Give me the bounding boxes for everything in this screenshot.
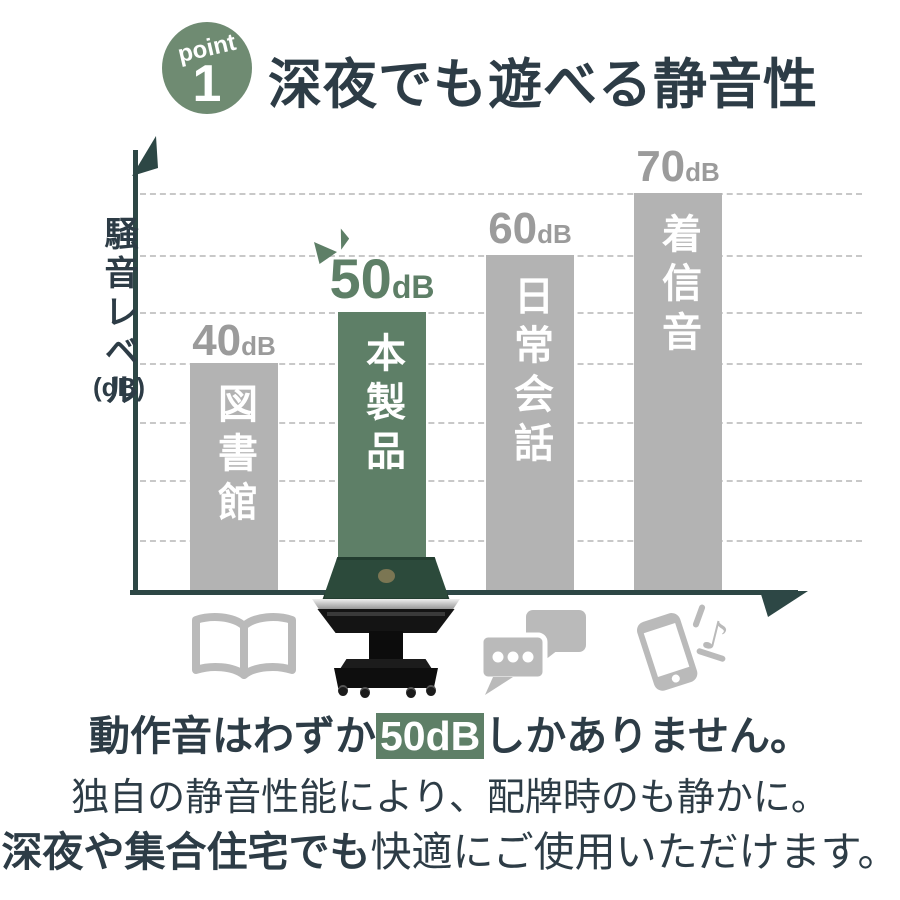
bar-this-product: 本製品 [338, 312, 426, 595]
y-axis-unit: (dB) [93, 372, 145, 402]
50db-highlight: 50dB [375, 713, 485, 759]
bar-label: 本製品 [360, 332, 404, 479]
table-caster [360, 687, 370, 698]
badge-number: 1 [192, 55, 222, 113]
ringing-phone-icon: ♪ [636, 604, 728, 691]
page-title: 深夜でも遊べる静音性 [268, 55, 818, 115]
x-axis-arrow-icon [760, 591, 808, 617]
footer-line-3: 深夜や集合住宅でも快適にご使用いただけます。 [0, 818, 900, 878]
bar-value-label-50db: 50dB [329, 247, 435, 310]
footer-text: 快適にご使用いただけます。 [370, 829, 899, 875]
footer-text: しかありません。 [484, 713, 812, 759]
y-axis-label: 騒音レベル [99, 216, 137, 411]
bar-value-label-60db: 60dB [488, 204, 572, 253]
y-axis-arrow-icon [132, 136, 158, 176]
bar-label: 図書館 [212, 383, 256, 530]
table-caster [338, 685, 348, 696]
y-axis-line [133, 150, 138, 595]
table-base [340, 659, 432, 669]
bar-ringtone: 着信音 [634, 193, 722, 595]
gridline-70db [140, 193, 862, 195]
speech-bubbles-icon [478, 610, 586, 695]
table-emblem [378, 569, 395, 583]
footer-line-2: 独自の静音性能により、配牌時のも静かに。 [71, 777, 829, 819]
product-mahjong-table-image [310, 555, 462, 698]
table-body [317, 609, 455, 633]
bar-value-label-70db: 70dB [636, 142, 720, 191]
x-axis-line [130, 590, 798, 595]
table-pedestal [369, 631, 403, 661]
table-caster [426, 685, 436, 696]
footer-text-bold: 深夜や集合住宅でも [1, 829, 371, 875]
footer-text: 動作音はわずか [88, 713, 376, 759]
bar-label: 着信音 [656, 213, 700, 360]
table-silver-rim [312, 599, 460, 610]
table-base [334, 668, 438, 688]
bar-daily-conversation: 日常会話 [486, 255, 574, 595]
open-book-icon [192, 613, 296, 679]
point-1-badge: point 1 [162, 22, 252, 114]
bar-label: 日常会話 [508, 275, 552, 471]
bar-library: 図書館 [190, 363, 278, 595]
bar-value-label-40db: 40dB [192, 316, 276, 365]
table-caster [406, 687, 416, 698]
footer-line-1: 動作音はわずか50dBしかありません。 [0, 702, 900, 762]
